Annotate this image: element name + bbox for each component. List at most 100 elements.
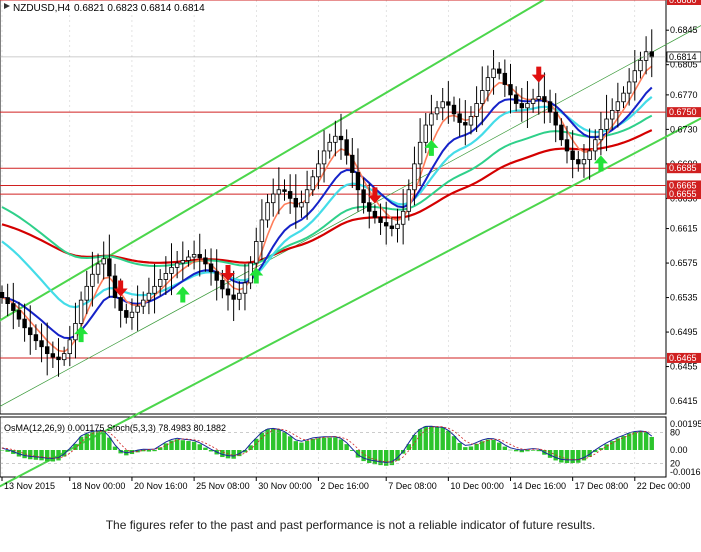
candle[interactable] bbox=[61, 346, 67, 366]
candle[interactable] bbox=[519, 87, 524, 122]
candle[interactable] bbox=[180, 241, 185, 281]
candle[interactable] bbox=[581, 144, 587, 178]
candle[interactable] bbox=[112, 263, 118, 309]
candle[interactable] bbox=[615, 82, 621, 128]
candle[interactable] bbox=[304, 170, 310, 220]
candle[interactable] bbox=[643, 36, 649, 75]
candle[interactable] bbox=[610, 98, 615, 130]
candle[interactable] bbox=[457, 98, 462, 137]
candle[interactable] bbox=[214, 249, 219, 301]
candle[interactable] bbox=[146, 277, 152, 315]
candle[interactable] bbox=[33, 324, 39, 351]
candle[interactable] bbox=[406, 179, 411, 221]
candle[interactable] bbox=[45, 322, 50, 376]
sell-arrow-icon[interactable] bbox=[531, 66, 546, 83]
candle[interactable] bbox=[95, 253, 101, 284]
candle[interactable] bbox=[638, 51, 643, 79]
candle[interactable] bbox=[372, 204, 378, 224]
candle[interactable] bbox=[598, 112, 604, 156]
candle[interactable] bbox=[355, 148, 361, 212]
buy-arrow-icon[interactable] bbox=[593, 155, 608, 172]
candle[interactable] bbox=[570, 130, 575, 179]
buy-arrow-icon[interactable] bbox=[424, 139, 439, 156]
candle[interactable] bbox=[338, 113, 344, 160]
candle[interactable] bbox=[400, 188, 406, 245]
candle[interactable] bbox=[468, 106, 474, 135]
candle[interactable] bbox=[124, 303, 129, 324]
sell-arrow-icon[interactable] bbox=[221, 264, 235, 281]
candle[interactable] bbox=[11, 282, 16, 330]
channel-line-middle[interactable] bbox=[0, 22, 701, 421]
candle[interactable] bbox=[203, 249, 208, 272]
candle[interactable] bbox=[485, 65, 491, 102]
candle[interactable] bbox=[395, 208, 400, 243]
candle[interactable] bbox=[208, 248, 214, 286]
candle[interactable] bbox=[84, 270, 89, 315]
candle[interactable] bbox=[508, 63, 513, 114]
candle[interactable] bbox=[220, 269, 225, 299]
candle[interactable] bbox=[265, 194, 270, 228]
moving-average-144[interactable] bbox=[1, 114, 653, 268]
candle[interactable] bbox=[564, 125, 570, 164]
candle[interactable] bbox=[525, 81, 530, 128]
candle[interactable] bbox=[417, 118, 423, 186]
candle[interactable] bbox=[333, 120, 338, 157]
candle[interactable] bbox=[107, 234, 112, 298]
candle[interactable] bbox=[282, 179, 287, 201]
candle[interactable] bbox=[270, 178, 276, 217]
candle[interactable] bbox=[502, 59, 508, 97]
moving-average-52[interactable] bbox=[1, 96, 653, 309]
candle[interactable] bbox=[383, 201, 389, 245]
candle[interactable] bbox=[480, 66, 485, 126]
candle[interactable] bbox=[621, 86, 626, 108]
candle[interactable] bbox=[593, 129, 598, 161]
candle[interactable] bbox=[28, 305, 33, 355]
candle[interactable] bbox=[16, 301, 22, 327]
candle[interactable] bbox=[446, 81, 451, 124]
candle[interactable] bbox=[259, 199, 265, 261]
candle[interactable] bbox=[440, 87, 445, 121]
candle[interactable] bbox=[174, 250, 180, 279]
candle[interactable] bbox=[553, 93, 558, 143]
candle[interactable] bbox=[530, 88, 536, 113]
candle[interactable] bbox=[321, 130, 327, 183]
candle[interactable] bbox=[299, 190, 304, 218]
candle[interactable] bbox=[513, 86, 519, 112]
candle[interactable] bbox=[451, 96, 457, 122]
candle[interactable] bbox=[135, 285, 140, 331]
candle[interactable] bbox=[197, 233, 202, 277]
candle[interactable] bbox=[101, 241, 106, 280]
candle[interactable] bbox=[293, 174, 298, 229]
buy-arrow-icon[interactable] bbox=[249, 267, 264, 284]
candle[interactable] bbox=[90, 251, 95, 307]
stochastic-signal-line[interactable] bbox=[1, 426, 652, 463]
candle[interactable] bbox=[542, 72, 547, 124]
candle[interactable] bbox=[327, 133, 332, 159]
candle[interactable] bbox=[141, 291, 146, 314]
candle[interactable] bbox=[604, 94, 609, 152]
candle[interactable] bbox=[316, 150, 321, 190]
sell-arrow-icon[interactable] bbox=[113, 280, 128, 297]
candle[interactable] bbox=[231, 270, 236, 322]
candle[interactable] bbox=[350, 138, 355, 189]
candle[interactable] bbox=[429, 94, 434, 143]
buy-arrow-icon[interactable] bbox=[74, 326, 89, 343]
candle[interactable] bbox=[191, 240, 197, 270]
candle[interactable] bbox=[129, 298, 135, 330]
candle[interactable] bbox=[632, 50, 637, 101]
candle[interactable] bbox=[152, 263, 157, 314]
candle[interactable] bbox=[367, 183, 372, 229]
candle[interactable] bbox=[496, 62, 502, 80]
candle[interactable] bbox=[186, 250, 191, 267]
candle[interactable] bbox=[242, 263, 248, 311]
candle[interactable] bbox=[157, 269, 163, 296]
candle[interactable] bbox=[67, 326, 72, 367]
candle[interactable] bbox=[237, 281, 242, 311]
candle[interactable] bbox=[576, 150, 581, 172]
candle[interactable] bbox=[463, 100, 468, 146]
candle[interactable] bbox=[276, 167, 282, 215]
candle[interactable] bbox=[412, 146, 417, 206]
candle[interactable] bbox=[587, 128, 592, 180]
candle[interactable] bbox=[50, 341, 56, 368]
candle[interactable] bbox=[474, 86, 479, 132]
